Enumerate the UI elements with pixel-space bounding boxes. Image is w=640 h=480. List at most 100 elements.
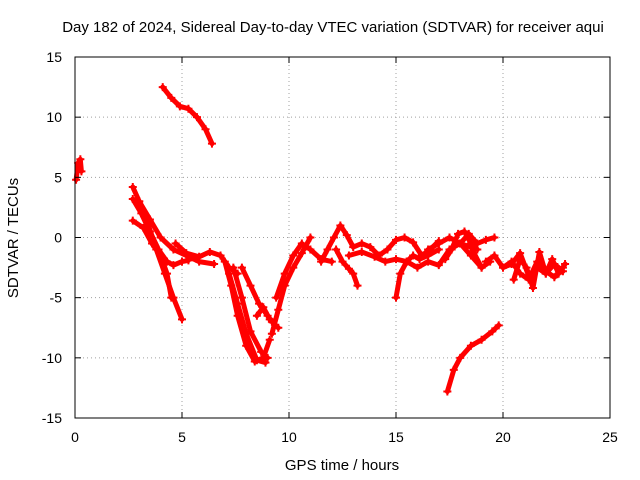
data-point [460, 227, 469, 236]
data-point [252, 356, 261, 365]
data-traces [72, 83, 570, 396]
data-point [507, 257, 516, 266]
y-axis-title: SDTVAR / TECUs [5, 178, 22, 298]
data-point [522, 263, 531, 272]
chart-title: Day 182 of 2024, Sidereal Day-to-day VTE… [62, 19, 604, 36]
data-point [252, 311, 261, 320]
data-point [317, 257, 326, 266]
data-point [464, 229, 473, 238]
data-point [548, 255, 557, 264]
data-point [246, 281, 255, 290]
data-point [201, 125, 210, 134]
data-point [76, 155, 85, 164]
data-point [550, 273, 559, 282]
data-point [392, 293, 400, 302]
data-point [409, 251, 418, 260]
data-point [381, 257, 390, 266]
data-point [233, 299, 242, 308]
data-point [128, 216, 137, 225]
data-point [338, 257, 347, 266]
data-point [516, 255, 525, 264]
x-tick-label: 10 [281, 429, 297, 445]
data-point [175, 102, 184, 111]
series-arc-13 [267, 233, 315, 338]
data-point [297, 249, 306, 258]
data-point [169, 245, 178, 254]
axis-ticks: 0 5 10 15 20 25 15 10 5 0 -5 -10 -15 [42, 49, 618, 445]
data-point [528, 284, 537, 293]
data-point [490, 251, 499, 260]
x-tick-label: 15 [388, 429, 404, 445]
data-point [306, 233, 315, 242]
data-point [242, 329, 251, 338]
data-point [535, 247, 544, 256]
y-tick-label: 5 [54, 169, 62, 185]
series-arc-24 [509, 247, 570, 293]
y-tick-label: 0 [54, 230, 62, 246]
data-point [434, 239, 443, 248]
data-point [488, 327, 497, 336]
series-arc-9 [225, 269, 270, 367]
data-point [171, 239, 180, 248]
y-tick-label: -10 [42, 350, 62, 366]
data-point [392, 255, 400, 264]
data-point [182, 249, 191, 258]
data-point [267, 329, 276, 338]
data-point [383, 245, 392, 254]
data-point [237, 293, 246, 302]
data-point [263, 353, 272, 362]
series-arc-5 [128, 216, 176, 302]
y-tick-label: -15 [42, 410, 62, 426]
series-arc-10 [229, 263, 272, 362]
series-arc-16 [332, 245, 362, 290]
data-point [561, 259, 570, 268]
series-arc-1 [72, 155, 86, 184]
series-line [73, 156, 84, 183]
data-point [205, 247, 214, 256]
data-point [255, 299, 264, 308]
data-point [477, 335, 486, 344]
data-point [139, 223, 148, 232]
data-point [494, 321, 503, 330]
data-point [246, 327, 255, 336]
data-point [349, 243, 358, 252]
x-axis-title: GPS time / hours [285, 457, 399, 474]
data-point [441, 255, 450, 264]
data-point [349, 269, 358, 278]
data-point [297, 239, 306, 248]
y-tick-label: 15 [46, 49, 62, 65]
data-point [454, 229, 463, 238]
x-tick-label: 20 [495, 429, 511, 445]
data-point [447, 245, 456, 254]
data-point [265, 315, 274, 324]
data-point [229, 263, 238, 272]
data-point [402, 257, 411, 266]
data-point [342, 231, 351, 240]
data-point [77, 167, 86, 176]
data-point [541, 269, 550, 278]
series-line [130, 218, 174, 301]
data-point [327, 257, 336, 266]
data-point [400, 233, 409, 242]
data-point [178, 315, 186, 324]
data-point [344, 251, 353, 260]
data-point [344, 264, 353, 273]
data-point [128, 182, 137, 191]
data-point [259, 303, 268, 312]
data-point [289, 251, 298, 260]
data-point [456, 239, 465, 248]
data-point [280, 269, 289, 278]
series-line [318, 223, 442, 265]
data-point [449, 365, 458, 374]
data-point [434, 261, 443, 270]
data-point [509, 275, 518, 284]
data-point [237, 263, 246, 272]
data-point [207, 139, 216, 148]
data-point [257, 347, 266, 356]
series-arc-2 [158, 83, 216, 148]
data-point [466, 341, 475, 350]
data-point [415, 255, 424, 264]
data-point [357, 247, 366, 256]
data-point [216, 251, 225, 260]
